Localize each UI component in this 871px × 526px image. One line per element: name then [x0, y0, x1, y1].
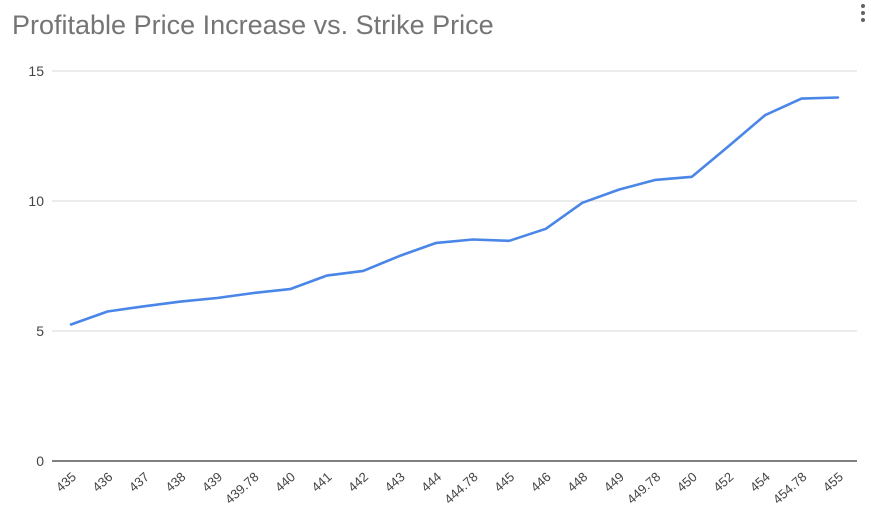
- x-tick-label: 450: [674, 469, 700, 495]
- data-point[interactable]: [835, 95, 841, 101]
- y-tick-label: 10: [28, 193, 44, 209]
- more-options-icon[interactable]: [854, 0, 871, 26]
- x-tick-label: 439: [199, 469, 225, 495]
- data-point[interactable]: [543, 226, 549, 232]
- y-tick-label: 15: [28, 63, 44, 79]
- y-tick-label: 5: [36, 323, 44, 339]
- series-layer: [68, 95, 841, 328]
- data-point[interactable]: [360, 268, 366, 274]
- data-point[interactable]: [105, 309, 111, 315]
- x-tick-label: 452: [710, 469, 736, 495]
- data-point[interactable]: [470, 236, 476, 242]
- data-point[interactable]: [652, 177, 658, 183]
- series-line: [69, 96, 840, 326]
- x-tick-label: 455: [820, 469, 846, 495]
- data-point[interactable]: [287, 286, 293, 292]
- data-point[interactable]: [324, 273, 330, 279]
- x-tick-label: 444.78: [441, 469, 481, 507]
- data-point[interactable]: [141, 303, 147, 309]
- x-tick-label: 449: [601, 469, 627, 495]
- x-tick-label: 437: [126, 469, 152, 495]
- data-point[interactable]: [762, 112, 768, 118]
- data-point[interactable]: [725, 143, 731, 149]
- data-point[interactable]: [397, 253, 403, 259]
- data-point[interactable]: [579, 200, 585, 206]
- x-tick-label: 438: [162, 469, 188, 495]
- chart-title: Profitable Price Increase vs. Strike Pri…: [12, 10, 494, 40]
- x-tick-label: 448: [564, 469, 590, 495]
- x-tick-label: 444: [418, 469, 444, 495]
- y-tick-label: 0: [36, 453, 44, 469]
- x-tick-label: 441: [309, 469, 335, 495]
- x-tick-label: 435: [53, 469, 79, 495]
- x-tick-label: 442: [345, 469, 371, 495]
- data-point[interactable]: [506, 238, 512, 244]
- x-tick-label: 445: [491, 469, 517, 495]
- y-axis-ticks: 0 5 10 15: [28, 63, 44, 469]
- x-tick-label: 454.78: [770, 469, 810, 507]
- x-tick-label: 439.78: [222, 469, 262, 507]
- grid-lines: [52, 70, 857, 462]
- data-point[interactable]: [798, 96, 804, 102]
- x-tick-label: 454: [747, 469, 773, 495]
- data-point[interactable]: [616, 187, 622, 193]
- menu-dot: [860, 11, 865, 15]
- data-point[interactable]: [68, 322, 74, 328]
- x-tick-label: 449.78: [624, 469, 664, 507]
- x-tick-label: 446: [528, 469, 554, 495]
- menu-dot: [860, 4, 865, 8]
- data-point[interactable]: [433, 240, 439, 246]
- data-point[interactable]: [689, 174, 695, 180]
- data-point[interactable]: [178, 299, 184, 305]
- menu-dot: [860, 18, 865, 22]
- x-tick-label: 440: [272, 469, 298, 495]
- data-point[interactable]: [251, 290, 257, 296]
- data-point[interactable]: [214, 295, 220, 301]
- x-tick-label: 436: [89, 469, 115, 495]
- x-tick-label: 443: [382, 469, 408, 495]
